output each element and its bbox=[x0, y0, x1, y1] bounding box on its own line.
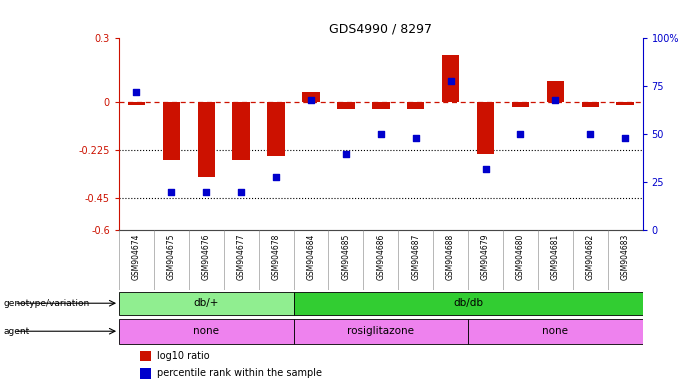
Point bbox=[515, 131, 526, 137]
Point bbox=[131, 89, 142, 95]
Bar bbox=[302, 92, 320, 103]
Text: none: none bbox=[543, 326, 568, 336]
Bar bbox=[337, 103, 355, 109]
Text: genotype/variation: genotype/variation bbox=[3, 299, 90, 308]
Bar bbox=[616, 103, 634, 104]
Text: db/db: db/db bbox=[453, 298, 483, 308]
Text: GSM904677: GSM904677 bbox=[237, 233, 245, 280]
Point bbox=[480, 166, 491, 172]
Text: log10 ratio: log10 ratio bbox=[156, 351, 209, 361]
Point bbox=[550, 97, 561, 103]
Bar bbox=[407, 103, 424, 109]
Point bbox=[619, 135, 630, 141]
Bar bbox=[267, 103, 285, 156]
Text: GSM904686: GSM904686 bbox=[376, 233, 386, 280]
Point bbox=[305, 97, 316, 103]
Text: GSM904676: GSM904676 bbox=[202, 233, 211, 280]
Text: GSM904679: GSM904679 bbox=[481, 233, 490, 280]
Text: rosiglitazone: rosiglitazone bbox=[347, 326, 414, 336]
Bar bbox=[468, 319, 643, 344]
Bar bbox=[581, 103, 599, 107]
Point bbox=[375, 131, 386, 137]
Point bbox=[201, 189, 211, 195]
Bar bbox=[294, 319, 468, 344]
Text: GSM904675: GSM904675 bbox=[167, 233, 176, 280]
Point bbox=[341, 151, 352, 157]
Bar bbox=[547, 81, 564, 103]
Bar bbox=[140, 368, 152, 379]
Bar bbox=[442, 55, 460, 103]
Text: GSM904685: GSM904685 bbox=[341, 233, 350, 280]
Title: GDS4990 / 8297: GDS4990 / 8297 bbox=[329, 23, 432, 36]
Text: GSM904674: GSM904674 bbox=[132, 233, 141, 280]
Bar bbox=[233, 103, 250, 160]
Text: agent: agent bbox=[3, 327, 30, 336]
Bar bbox=[119, 319, 294, 344]
Text: GSM904680: GSM904680 bbox=[516, 233, 525, 280]
Text: db/+: db/+ bbox=[194, 298, 219, 308]
Bar bbox=[477, 103, 494, 154]
Bar bbox=[294, 292, 643, 316]
Point bbox=[410, 135, 421, 141]
Text: GSM904682: GSM904682 bbox=[585, 233, 595, 280]
Point bbox=[445, 78, 456, 84]
Text: none: none bbox=[193, 326, 219, 336]
Text: GSM904678: GSM904678 bbox=[271, 233, 281, 280]
Point bbox=[585, 131, 596, 137]
Point bbox=[166, 189, 177, 195]
Bar bbox=[140, 351, 152, 361]
Point bbox=[271, 174, 282, 180]
Bar bbox=[163, 103, 180, 160]
Bar bbox=[372, 103, 390, 109]
Bar bbox=[197, 103, 215, 177]
Text: GSM904683: GSM904683 bbox=[621, 233, 630, 280]
Bar bbox=[128, 103, 146, 104]
Point bbox=[236, 189, 247, 195]
Text: GSM904681: GSM904681 bbox=[551, 233, 560, 280]
Text: GSM904688: GSM904688 bbox=[446, 233, 455, 280]
Bar bbox=[511, 103, 529, 107]
Bar bbox=[119, 292, 294, 316]
Text: GSM904687: GSM904687 bbox=[411, 233, 420, 280]
Text: GSM904684: GSM904684 bbox=[307, 233, 316, 280]
Text: percentile rank within the sample: percentile rank within the sample bbox=[156, 369, 322, 379]
